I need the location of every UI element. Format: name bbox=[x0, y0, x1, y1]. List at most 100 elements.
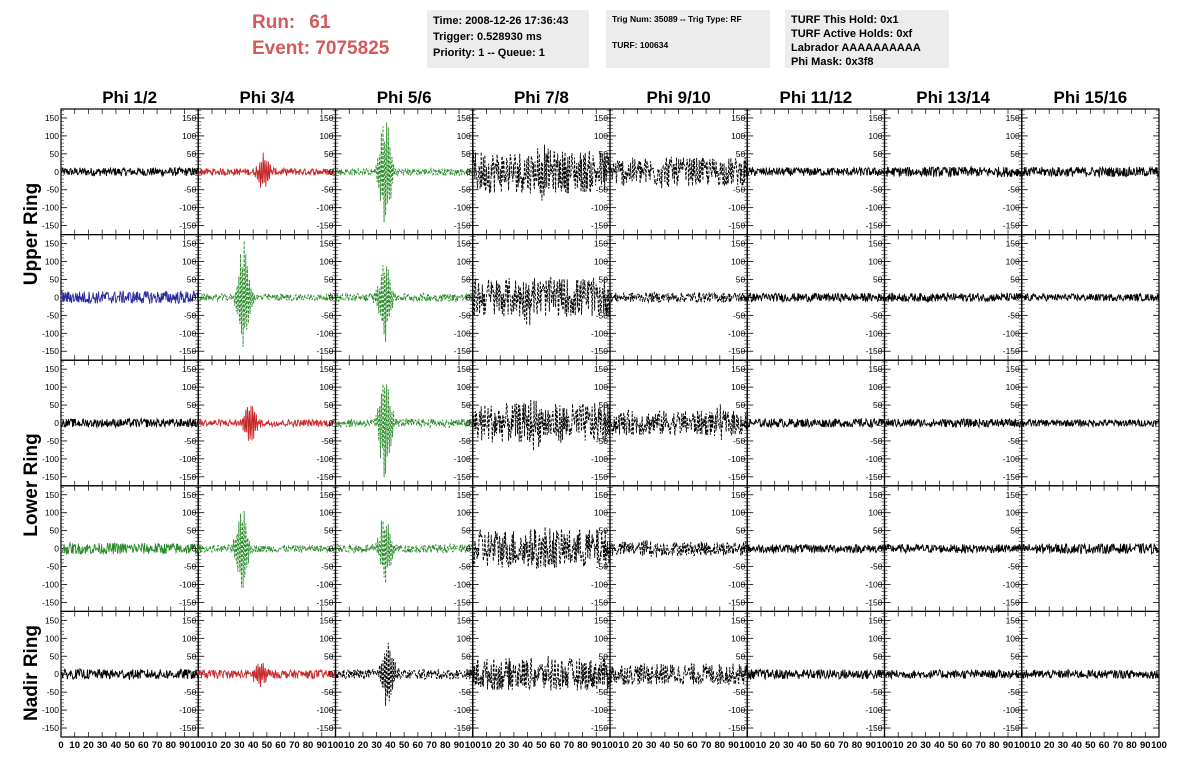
waveform-panel: -150 -100 -50 0 50 100 150 bbox=[316, 485, 474, 612]
y-tick-label: -50 bbox=[458, 310, 471, 320]
y-tick-label: 0 bbox=[192, 669, 197, 679]
y-tick-label: -150 bbox=[865, 472, 882, 482]
run-event-box: Run: 61 Event: 7075825 bbox=[252, 10, 422, 66]
y-tick-label: 150 bbox=[1006, 364, 1020, 374]
y-tick-label: 150 bbox=[319, 364, 333, 374]
y-tick-label: -150 bbox=[591, 221, 608, 231]
y-tick-label: -50 bbox=[47, 687, 60, 697]
waveform-trace bbox=[335, 642, 474, 707]
y-tick-label: 50 bbox=[187, 274, 197, 284]
column-header: Phi 9/10 bbox=[646, 88, 711, 107]
run-line: Run: 61 bbox=[252, 10, 422, 36]
time-info-panel: Time: 2008-12-26 17:36:43 Trigger: 0.528… bbox=[427, 10, 589, 68]
x-tick-label: 60 bbox=[687, 740, 698, 751]
y-tick-label: -100 bbox=[1003, 705, 1020, 715]
y-tick-label: -150 bbox=[454, 723, 471, 733]
y-tick-label: -50 bbox=[1007, 687, 1020, 697]
y-tick-label: 0 bbox=[329, 292, 334, 302]
y-tick-label: -50 bbox=[596, 687, 609, 697]
y-tick-label: 150 bbox=[1006, 239, 1020, 249]
y-tick-label: -50 bbox=[184, 436, 197, 446]
y-tick-label: -150 bbox=[316, 346, 333, 356]
waveform-panel: -150 -100 -50 0 50 100 150 bbox=[454, 108, 611, 236]
y-tick-label: 100 bbox=[868, 508, 882, 518]
y-tick-label: 0 bbox=[329, 167, 334, 177]
y-tick-label: 150 bbox=[45, 113, 59, 123]
x-tick-label: 30 bbox=[371, 740, 382, 751]
y-tick-label: 0 bbox=[878, 544, 883, 554]
y-tick-label: -150 bbox=[179, 597, 196, 607]
y-tick-label: -150 bbox=[42, 597, 59, 607]
y-tick-label: 100 bbox=[182, 508, 196, 518]
y-tick-label: 100 bbox=[319, 633, 333, 643]
y-tick-label: 50 bbox=[50, 149, 60, 159]
y-tick-label: -100 bbox=[179, 203, 196, 213]
y-tick-label: 50 bbox=[873, 400, 883, 410]
y-tick-label: -150 bbox=[591, 472, 608, 482]
x-tick-label: 50 bbox=[124, 740, 135, 751]
y-tick-label: 50 bbox=[324, 651, 334, 661]
waveform-panel: -150 -100 -50 0 50 100 150 bbox=[591, 108, 748, 236]
y-tick-label: -150 bbox=[1003, 346, 1020, 356]
waveform-panel: -150 -100 -50 0 50 100 150 bbox=[728, 485, 886, 612]
y-tick-label: -150 bbox=[179, 723, 196, 733]
y-tick-label: 0 bbox=[603, 418, 608, 428]
x-tick-label: 70 bbox=[564, 740, 575, 751]
y-tick-label: -50 bbox=[47, 562, 60, 572]
waveform-panel: -150 -100 -50 0 50 100 150 bbox=[1003, 485, 1160, 612]
y-tick-label: 0 bbox=[192, 167, 197, 177]
x-tick-label: 40 bbox=[248, 740, 259, 751]
y-tick-label: -50 bbox=[184, 310, 197, 320]
y-tick-label: -100 bbox=[316, 454, 333, 464]
y-tick-label: 150 bbox=[457, 364, 471, 374]
y-tick-label: 150 bbox=[731, 239, 745, 249]
x-tick-label: 40 bbox=[797, 740, 808, 751]
y-tick-label: 100 bbox=[1006, 131, 1020, 141]
x-tick-label: 10 bbox=[207, 740, 218, 751]
x-tick-label: 30 bbox=[1058, 740, 1069, 751]
y-tick-label: -150 bbox=[591, 597, 608, 607]
y-tick-label: -50 bbox=[47, 436, 60, 446]
y-tick-label: 150 bbox=[868, 113, 882, 123]
x-tick-label: 70 bbox=[152, 740, 163, 751]
y-tick-label: 0 bbox=[54, 544, 59, 554]
y-tick-label: -150 bbox=[454, 597, 471, 607]
y-tick-label: 50 bbox=[873, 149, 883, 159]
waveform-trace bbox=[1021, 668, 1160, 680]
y-tick-label: 150 bbox=[45, 490, 59, 500]
waveform-panel: -150 -100 -50 0 50 100 150 bbox=[865, 359, 1023, 487]
y-tick-label: 100 bbox=[1006, 257, 1020, 267]
y-tick-label: 50 bbox=[599, 651, 609, 661]
y-tick-label: -150 bbox=[728, 472, 745, 482]
y-tick-label: 50 bbox=[324, 274, 334, 284]
y-tick-label: -100 bbox=[316, 705, 333, 715]
y-tick-label: 0 bbox=[466, 167, 471, 177]
waveform-panel: -150 -100 -50 0 50 100 150 bbox=[865, 234, 1023, 361]
y-tick-label: -50 bbox=[870, 687, 883, 697]
y-tick-label: 0 bbox=[603, 167, 608, 177]
y-tick-label: 150 bbox=[319, 490, 333, 500]
y-tick-label: 100 bbox=[731, 131, 745, 141]
x-tick-label: 100 bbox=[602, 740, 618, 751]
waveform-panel: -150 -100 -50 0 50 100 150 bbox=[865, 485, 1023, 612]
y-tick-label: -100 bbox=[454, 203, 471, 213]
x-tick-label: 20 bbox=[907, 740, 918, 751]
x-tick-label: 80 bbox=[1126, 740, 1137, 751]
waveform-trace bbox=[1021, 165, 1160, 179]
y-tick-label: -100 bbox=[179, 579, 196, 589]
y-tick-label: 100 bbox=[868, 633, 882, 643]
event-line: Event: 7075825 bbox=[252, 36, 422, 62]
waveform-panel: -150 -100 -50 0 50 100 150 bbox=[316, 234, 474, 361]
y-tick-label: -100 bbox=[1003, 579, 1020, 589]
waveform-trace bbox=[884, 165, 1023, 179]
y-tick-label: 100 bbox=[594, 131, 608, 141]
y-tick-label: 100 bbox=[182, 257, 196, 267]
y-tick-label: -100 bbox=[591, 328, 608, 338]
trigger-line: Trigger: 0.528930 ms bbox=[433, 31, 542, 43]
x-tick-label: 20 bbox=[632, 740, 643, 751]
waveform-panel: -150 -100 -50 0 50 100 150 bbox=[591, 485, 748, 612]
y-tick-label: 50 bbox=[50, 400, 60, 410]
y-tick-label: -50 bbox=[47, 185, 60, 195]
y-tick-label: 0 bbox=[192, 418, 197, 428]
